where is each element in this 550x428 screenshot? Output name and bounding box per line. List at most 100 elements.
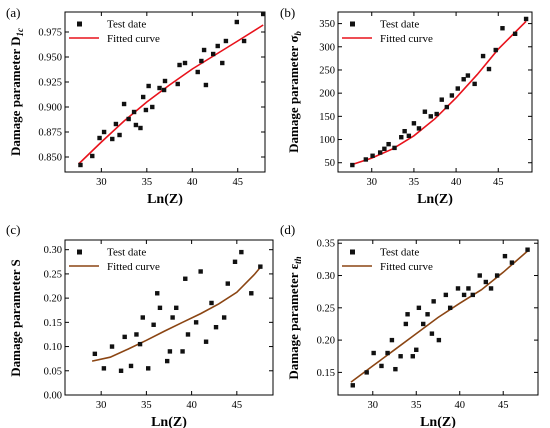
data-point bbox=[185, 332, 191, 337]
panel-label: (a) bbox=[6, 5, 20, 20]
data-point bbox=[472, 81, 477, 87]
data-point bbox=[126, 116, 131, 122]
data-point bbox=[209, 300, 214, 306]
panel-label: (d) bbox=[280, 222, 295, 237]
data-point bbox=[199, 58, 204, 64]
x-tick-label: 30 bbox=[96, 400, 107, 411]
y-tick-label: 0.975 bbox=[38, 28, 62, 39]
x-tick-label: 35 bbox=[142, 177, 153, 188]
data-point bbox=[406, 133, 412, 139]
x-tick-label: 40 bbox=[454, 400, 465, 411]
legend-marker-test bbox=[350, 249, 355, 255]
data-point bbox=[180, 349, 185, 354]
y-tick-label: 350 bbox=[319, 19, 335, 30]
data-point bbox=[399, 135, 404, 140]
plot-frame bbox=[64, 11, 266, 173]
x-axis-label: Ln(Z) bbox=[417, 192, 453, 207]
data-point bbox=[177, 62, 182, 68]
y-tick-label: 0.30 bbox=[44, 245, 62, 256]
data-point bbox=[249, 291, 254, 296]
data-point bbox=[220, 60, 225, 66]
y-axis-label-main: Damage parameter S bbox=[8, 259, 23, 376]
x-tick-label: 30 bbox=[96, 177, 107, 188]
y-tick-label: 0.15 bbox=[317, 368, 335, 379]
data-point bbox=[461, 292, 467, 298]
data-point bbox=[416, 126, 422, 131]
y-tick-label: 0.850 bbox=[38, 153, 62, 164]
panel-label: (c) bbox=[6, 222, 20, 237]
data-point bbox=[405, 312, 410, 317]
fitted-curve bbox=[91, 264, 263, 362]
legend-label-test: Test date bbox=[380, 19, 419, 31]
data-point bbox=[411, 121, 417, 126]
y-tick-label: 0.00 bbox=[44, 391, 62, 402]
data-point bbox=[92, 351, 98, 357]
data-point bbox=[443, 292, 449, 298]
data-point bbox=[421, 321, 426, 327]
y-axis-label: Damage parameter S bbox=[8, 259, 23, 376]
y-tick-label: 0.20 bbox=[317, 336, 335, 347]
y-tick-label: 200 bbox=[319, 89, 335, 100]
data-point bbox=[416, 305, 422, 311]
legend-label-test: Test date bbox=[107, 247, 146, 259]
data-point bbox=[203, 339, 209, 344]
plot-frame bbox=[64, 239, 274, 396]
data-point bbox=[444, 104, 450, 110]
data-point bbox=[389, 337, 395, 343]
data-point bbox=[449, 93, 455, 98]
data-point bbox=[494, 273, 500, 278]
y-tick-label: 0.30 bbox=[317, 271, 335, 282]
data-point bbox=[117, 132, 122, 138]
y-axis-label-main: Damage parameter ε bbox=[286, 263, 301, 379]
data-point bbox=[488, 286, 494, 291]
data-point bbox=[477, 273, 482, 278]
data-point bbox=[523, 16, 529, 22]
y-tick-label: 150 bbox=[319, 112, 335, 123]
panel-4: (d) 30 35 40 45 0.15 0.20 0.25 0.30 0.35 Ln(Z) Dama… bbox=[280, 222, 539, 428]
data-point bbox=[133, 122, 139, 128]
data-point bbox=[425, 312, 430, 317]
data-point bbox=[162, 78, 168, 84]
y-tick-label: 100 bbox=[319, 135, 335, 146]
data-point bbox=[121, 101, 127, 107]
x-tick-label: 30 bbox=[366, 177, 377, 188]
data-point bbox=[350, 383, 355, 388]
y-axis-label-main: Damage parameter σ bbox=[286, 36, 301, 153]
data-point bbox=[110, 136, 115, 142]
y-axis-label-subscript: th bbox=[293, 256, 303, 264]
data-point bbox=[434, 111, 439, 117]
data-point bbox=[392, 145, 397, 151]
data-point bbox=[164, 358, 170, 364]
data-point bbox=[182, 60, 188, 66]
data-point bbox=[225, 281, 230, 286]
fitted-curve bbox=[350, 250, 529, 383]
data-point bbox=[402, 128, 407, 134]
data-point bbox=[223, 38, 229, 44]
data-point bbox=[260, 11, 266, 17]
y-axis-label: Damage parameter εth bbox=[286, 256, 303, 379]
legend-label-fit: Fitted curve bbox=[380, 33, 433, 45]
data-point bbox=[461, 77, 466, 82]
x-tick-label: 40 bbox=[451, 177, 462, 188]
data-point bbox=[97, 135, 102, 141]
data-point bbox=[174, 305, 179, 311]
x-tick-label: 35 bbox=[409, 177, 420, 188]
data-point bbox=[258, 264, 263, 269]
data-point bbox=[403, 321, 409, 327]
data-point bbox=[385, 350, 390, 356]
data-point bbox=[150, 104, 155, 110]
panel-1: (a) 30 35 40 45 0.850 0.875 0.900 0.925 0.950 0.97… bbox=[6, 5, 266, 207]
data-point bbox=[151, 322, 156, 327]
y-axis-label-subscript: 1c bbox=[15, 28, 25, 37]
data-point bbox=[146, 83, 151, 89]
x-axis-label: Ln(Z) bbox=[147, 192, 183, 207]
data-point bbox=[175, 81, 180, 87]
x-tick-label: 45 bbox=[232, 400, 243, 411]
data-point bbox=[195, 69, 200, 75]
data-point bbox=[502, 253, 508, 259]
legend-label-test: Test date bbox=[380, 247, 419, 259]
data-point bbox=[483, 279, 489, 285]
legend-marker-test bbox=[350, 21, 355, 27]
data-point bbox=[78, 162, 83, 168]
